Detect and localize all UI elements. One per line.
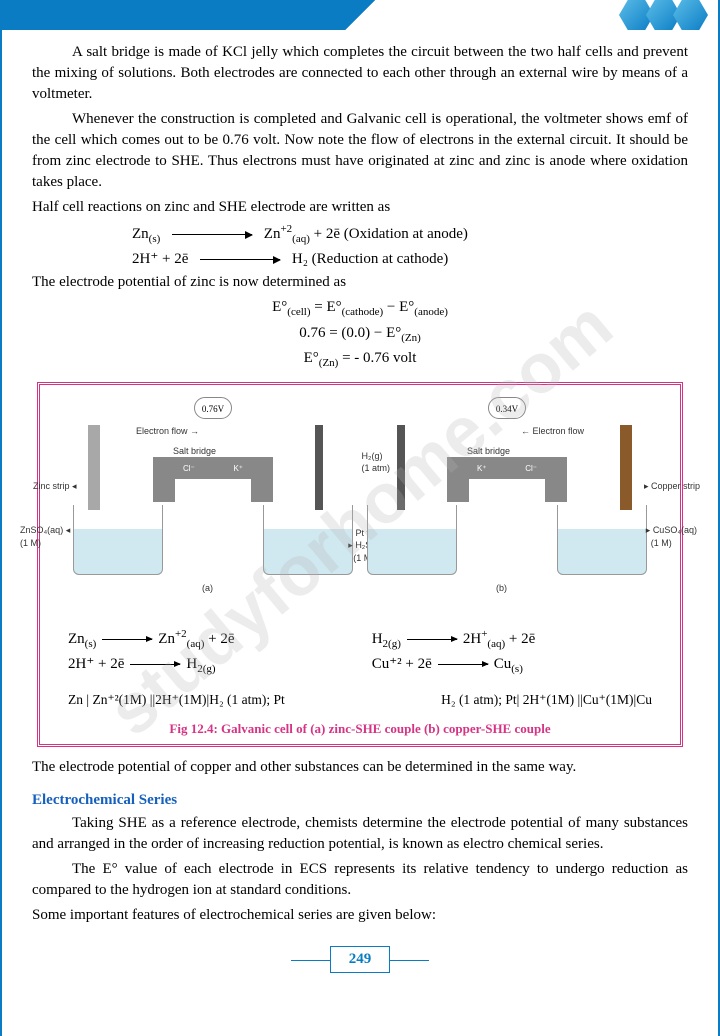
copper-electrode	[620, 425, 632, 510]
voltmeter-b: 0.34V	[488, 397, 526, 419]
eq-b1: H2(g)2H+(aq) + 2ē	[372, 627, 652, 652]
salt-bridge-b: K⁺ Cl⁻	[447, 457, 567, 507]
label-b: (b)	[496, 582, 507, 595]
figure-12-4: 0.76V Electron flow → Salt bridge Cl⁻ K⁺…	[37, 382, 683, 748]
beaker-cu	[557, 505, 647, 575]
paragraph-5: The electrode potential of copper and ot…	[32, 757, 688, 778]
galvanic-cell-b: 0.34V ← Electron flow Salt bridge K⁺ Cl⁻…	[352, 395, 662, 595]
content-area: A salt bridge is made of KCl jelly which…	[2, 30, 718, 983]
paragraph-7: The E° value of each electrode in ECS re…	[32, 859, 688, 901]
she-electrode-a	[315, 425, 323, 510]
beaker-zn	[73, 505, 163, 575]
eq-b2: Cu⁺² + 2ēCu(s)	[372, 654, 652, 677]
label-a: (a)	[202, 582, 213, 595]
equation-calc: 0.76 = (0.0) − E°(Zn)	[32, 323, 688, 346]
salt-bridge-a: Cl⁻ K⁺	[153, 457, 273, 507]
znso4-label: ZnSO₄(aq) ◂(1 M)	[20, 524, 70, 549]
page-number-wrap: 249	[32, 946, 688, 973]
equation-reduction: 2H⁺ + 2ē H₂ (Reduction at cathode)	[32, 249, 688, 270]
hex-decoration	[627, 0, 708, 30]
equation-oxidation: Zn(s) Zn+2(aq) + 2ē (Oxidation at anode)	[32, 222, 688, 247]
paragraph-6: Taking SHE as a reference electrode, che…	[32, 813, 688, 855]
equation-cell: E°(cell) = E°(cathode) − E°(anode)	[32, 297, 688, 320]
notation-a: Zn | Zn⁺²(1M) ||2H⁺(1M)|H₂ (1 atm); Pt	[68, 691, 285, 710]
section-heading: Electrochemical Series	[32, 790, 688, 811]
eq-a2: 2H⁺ + 2ēH2(g)	[68, 654, 348, 677]
copper-strip-label: ▸ Copper strip	[644, 480, 700, 493]
figure-equations-row1: Zn(s)Zn+2(aq) + 2ē 2H⁺ + 2ēH2(g) H2(g)2H…	[48, 625, 672, 680]
salt-bridge-label-b: Salt bridge	[467, 445, 510, 458]
figure-caption: Fig 12.4: Galvanic cell of (a) zinc-SHE …	[48, 720, 672, 738]
beaker-she-a	[263, 505, 353, 575]
electron-flow-label-b: ← Electron flow	[521, 425, 584, 438]
she-electrode-b	[397, 425, 405, 510]
paragraph-2: Whenever the construction is completed a…	[32, 109, 688, 193]
cuso4-label: ▸ CuSO₄(aq) (1 M)	[646, 524, 697, 549]
electron-flow-label: Electron flow →	[136, 425, 199, 438]
equation-result: E°(Zn) = - 0.76 volt	[32, 348, 688, 371]
galvanic-cell-a: 0.76V Electron flow → Salt bridge Cl⁻ K⁺…	[58, 395, 368, 595]
diagram-area: 0.76V Electron flow → Salt bridge Cl⁻ K⁺…	[48, 395, 672, 615]
beaker-she-b	[367, 505, 457, 575]
top-banner	[2, 0, 718, 30]
salt-bridge-label-a: Salt bridge	[173, 445, 216, 458]
paragraph-3: Half cell reactions on zinc and SHE elec…	[32, 197, 688, 218]
zinc-strip-label: Zinc strip ◂	[33, 480, 77, 493]
paragraph-4: The electrode potential of zinc is now d…	[32, 272, 688, 293]
page-container: studyforhome.com A salt bridge is made o…	[0, 0, 720, 1036]
notation-b: H₂ (1 atm); Pt| 2H⁺(1M) ||Cu⁺(1M)|Cu	[441, 691, 652, 710]
cell-notations: Zn | Zn⁺²(1M) ||2H⁺(1M)|H₂ (1 atm); Pt H…	[48, 683, 672, 714]
zinc-electrode	[88, 425, 100, 510]
eq-a1: Zn(s)Zn+2(aq) + 2ē	[68, 627, 348, 652]
paragraph-8: Some important features of electrochemic…	[32, 905, 688, 926]
paragraph-1: A salt bridge is made of KCl jelly which…	[32, 42, 688, 105]
voltmeter-a: 0.76V	[194, 397, 232, 419]
page-number: 249	[330, 946, 391, 973]
